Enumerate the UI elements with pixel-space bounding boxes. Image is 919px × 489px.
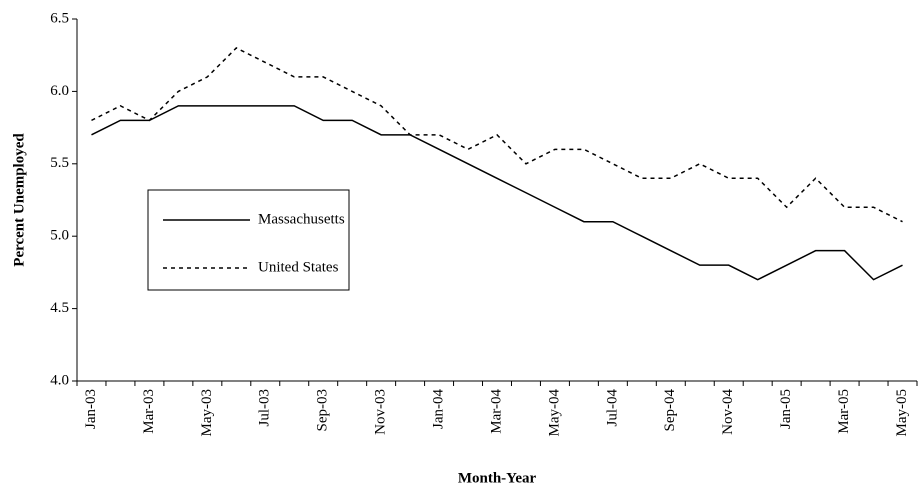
x-axis-title: Month-Year — [458, 470, 537, 486]
x-tick-label: May-03 — [199, 389, 215, 437]
x-tick-label: Jul-04 — [604, 389, 620, 427]
y-tick-label: 6.5 — [50, 10, 69, 26]
legend-label: United States — [258, 259, 339, 275]
x-tick-label: Sep-03 — [315, 389, 331, 432]
x-tick-label: Jan-04 — [431, 389, 447, 429]
x-tick-label: Jan-03 — [83, 389, 99, 429]
line-series — [91, 105, 903, 281]
y-tick-label: 5.0 — [50, 228, 69, 244]
x-tick-label: May-04 — [546, 389, 562, 437]
x-tick-label: May-05 — [894, 389, 910, 437]
x-tick-label: Mar-05 — [836, 389, 852, 434]
legend-box — [147, 189, 350, 291]
x-tick-label: Sep-04 — [662, 389, 678, 432]
x-tick-label: Nov-04 — [720, 389, 736, 435]
legend-label: Massachusetts — [258, 211, 345, 227]
line-series — [91, 47, 903, 223]
y-tick-label: 4.0 — [50, 372, 69, 388]
y-tick-label: 4.5 — [50, 300, 69, 316]
x-tick-label: Jan-05 — [778, 389, 794, 429]
y-tick-label: 5.5 — [50, 155, 69, 171]
x-tick-label: Jul-03 — [257, 389, 273, 427]
x-tick-label: Nov-03 — [373, 389, 389, 435]
x-tick-label: Mar-04 — [488, 389, 504, 434]
x-tick-label: Mar-03 — [141, 389, 157, 434]
y-axis-title: Percent Unemployed — [11, 133, 27, 267]
y-tick-label: 6.0 — [50, 83, 69, 99]
